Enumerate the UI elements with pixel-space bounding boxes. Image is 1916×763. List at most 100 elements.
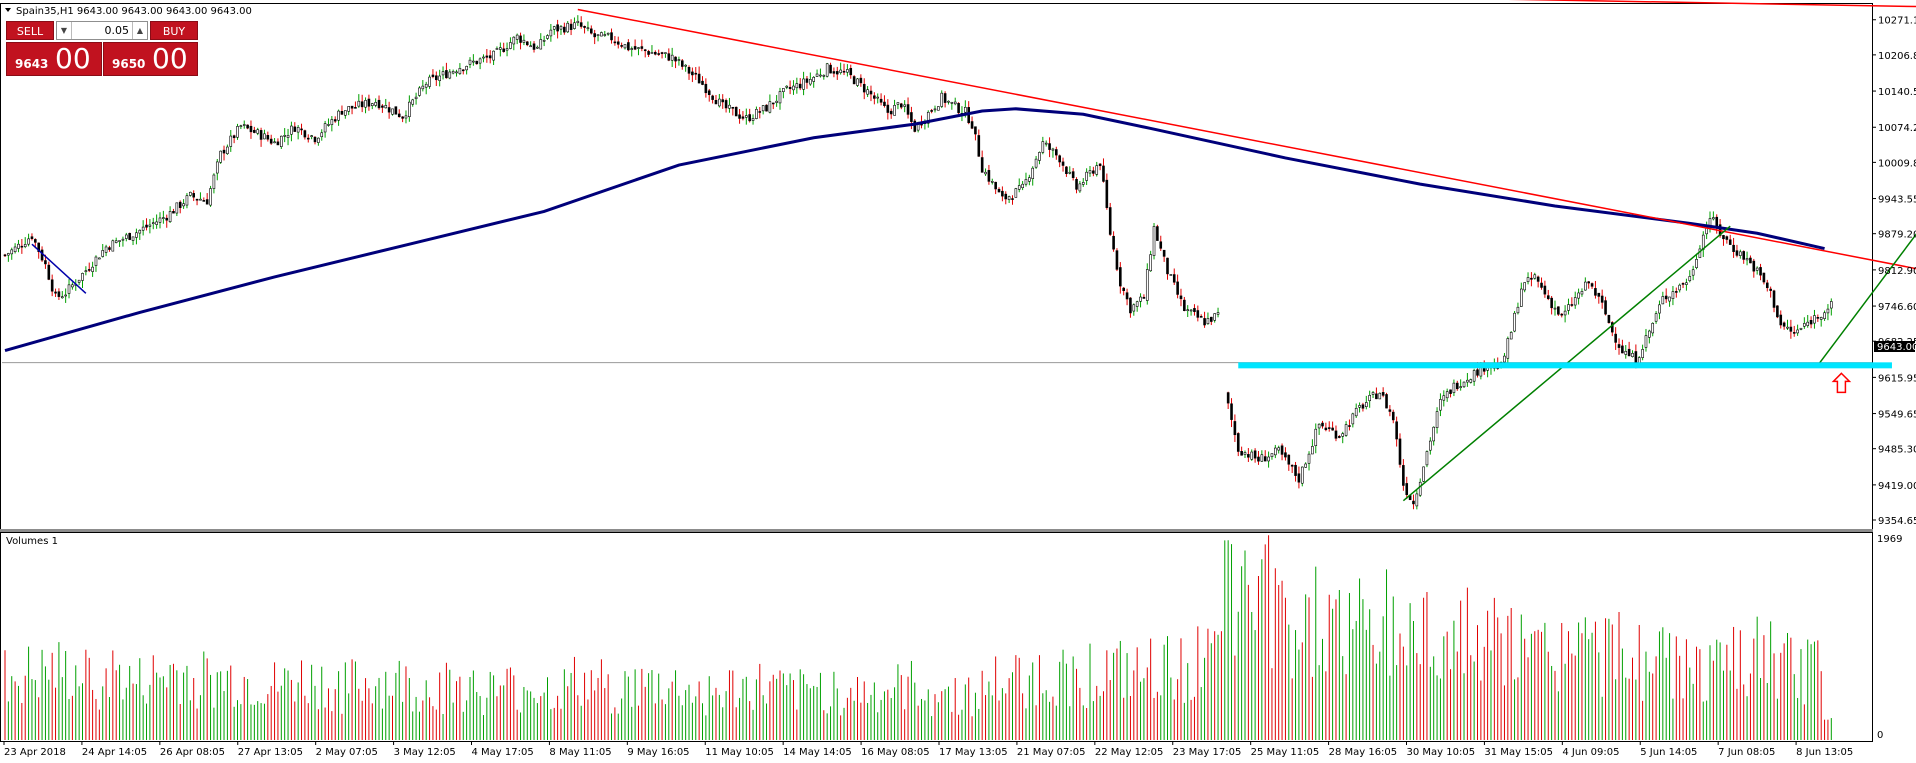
trendline[interactable] — [1285, 0, 1916, 8]
candle-body — [1543, 285, 1547, 295]
candle-body — [1098, 163, 1102, 167]
candle-body — [714, 99, 718, 105]
sell-price-box[interactable]: 9643 00 — [6, 42, 102, 76]
candle-body — [323, 123, 327, 133]
candle-body — [1584, 281, 1587, 291]
candle-body — [556, 24, 559, 32]
candle-body — [1230, 403, 1233, 420]
up-arrow-icon[interactable] — [1831, 372, 1852, 394]
candle-body — [768, 101, 772, 113]
candle-body — [980, 157, 984, 173]
current-price-label: 9643.00 — [1877, 342, 1916, 353]
candle-body — [1284, 452, 1287, 458]
candle-body — [1570, 304, 1574, 306]
candle-body — [404, 115, 408, 119]
candle-body — [327, 124, 330, 126]
candle-body — [60, 296, 64, 299]
candle-body — [431, 74, 435, 77]
candle-body — [559, 26, 563, 30]
candle-body — [461, 69, 465, 72]
candle-body — [306, 137, 310, 140]
candle-body — [512, 36, 516, 45]
candle-body — [118, 240, 121, 242]
candle-body — [1442, 395, 1446, 401]
candle-body — [1257, 456, 1260, 462]
candle-body — [552, 26, 556, 30]
trendline[interactable] — [31, 243, 87, 294]
moving-average-line — [4, 107, 1825, 353]
candle-body — [1688, 276, 1692, 282]
candle-body — [1563, 310, 1567, 316]
y-tick-label: 10074.20 — [1878, 123, 1916, 134]
candle-body — [1078, 183, 1082, 192]
candle-body — [822, 75, 826, 77]
candle-body — [350, 105, 354, 109]
candle-body — [509, 42, 512, 49]
lot-decrease-icon[interactable]: ▼ — [57, 22, 72, 39]
header-dropdown-icon[interactable] — [5, 8, 11, 12]
candle-body — [1806, 321, 1810, 326]
candle-body — [1799, 327, 1803, 330]
buy-button[interactable]: BUY — [150, 21, 198, 40]
candle-body — [755, 109, 758, 119]
candle-body — [1503, 355, 1506, 363]
candle-body — [1830, 301, 1833, 309]
trendline[interactable] — [577, 8, 1916, 303]
candle-body — [997, 188, 1001, 193]
candle-body — [1240, 451, 1243, 456]
candle-body — [1038, 152, 1041, 161]
candle-body — [852, 76, 856, 85]
candle-body — [1722, 235, 1725, 240]
candle-body — [741, 116, 745, 119]
candle-body — [151, 222, 155, 225]
lot-size-input[interactable] — [73, 22, 131, 39]
candle-body — [1304, 463, 1307, 468]
buy-price-main: 9650 — [112, 57, 146, 71]
candle-body — [990, 181, 994, 183]
candle-body — [862, 83, 866, 93]
lot-increase-icon[interactable]: ▲ — [132, 22, 147, 39]
support-zone[interactable] — [1238, 362, 1892, 369]
candle-body — [1017, 185, 1021, 190]
candle-body — [1439, 399, 1442, 411]
candle-body — [1270, 453, 1274, 458]
candle-body — [1243, 452, 1247, 455]
y-tick-label: 9812.90 — [1878, 266, 1916, 277]
candle-body — [1506, 338, 1510, 359]
y-tick-label: 9879.20 — [1878, 230, 1916, 241]
candle-body — [54, 291, 57, 294]
candle-body — [1196, 310, 1200, 318]
candle-body — [1735, 250, 1739, 256]
candle-body — [1816, 317, 1820, 319]
candle-body — [1823, 312, 1826, 319]
candle-body — [1199, 316, 1203, 318]
candle-body — [1587, 281, 1590, 284]
y-tick-label: 9615.95 — [1878, 373, 1916, 384]
channel-line[interactable] — [1817, 87, 1916, 366]
candle-body — [401, 116, 404, 119]
candle-body — [1317, 423, 1321, 429]
candle-body — [468, 59, 472, 65]
candle-body — [1769, 288, 1772, 291]
annotation-layer[interactable] — [31, 0, 1916, 502]
candle-body — [1011, 198, 1014, 200]
candle-body — [805, 78, 809, 83]
candle-body — [1216, 312, 1220, 315]
candle-body — [1725, 236, 1729, 240]
candle-body — [370, 103, 374, 106]
candle-body — [10, 249, 14, 255]
buy-price-pips: 00 — [152, 42, 188, 75]
buy-price-box[interactable]: 9650 00 — [103, 42, 198, 76]
candle-body — [802, 78, 805, 90]
candle-body — [1462, 381, 1466, 388]
candle-body — [1765, 282, 1769, 289]
candle-body — [775, 100, 778, 103]
sell-button[interactable]: SELL — [6, 21, 54, 40]
candle-body — [788, 86, 792, 89]
candle-body — [1789, 326, 1793, 332]
candle-body — [984, 171, 987, 175]
candle-body — [1631, 353, 1634, 357]
candle-body — [627, 42, 630, 51]
candle-body — [825, 63, 829, 77]
